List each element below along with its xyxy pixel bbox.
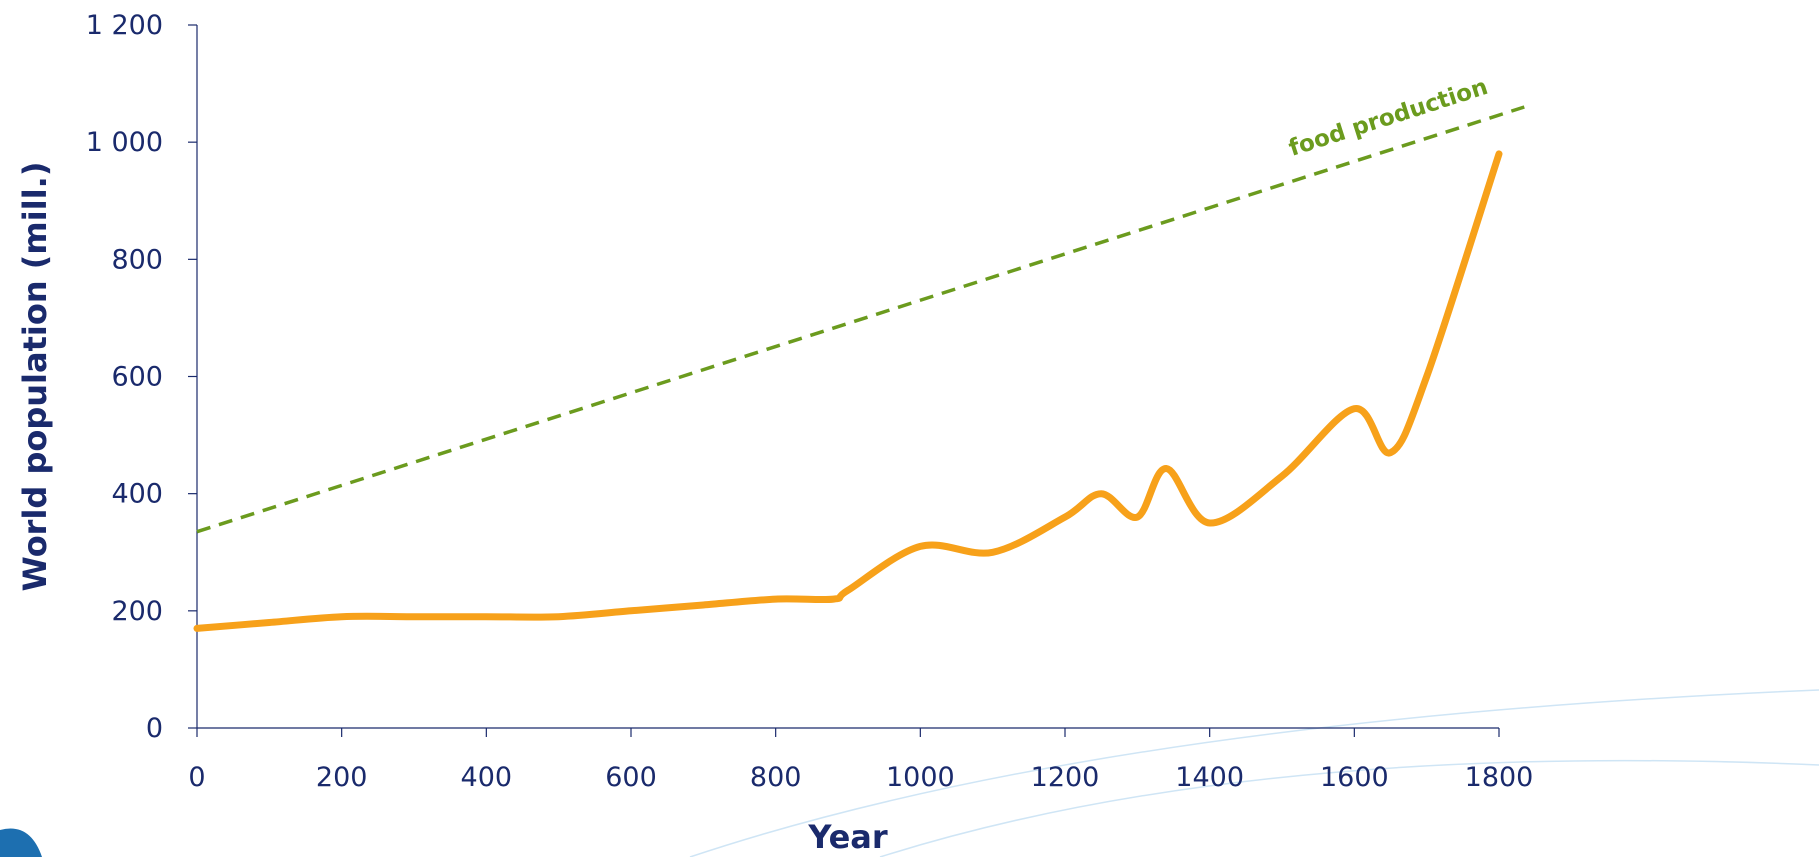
y-tick-label: 800: [111, 244, 163, 275]
decorative-curve: [879, 759, 1819, 858]
x-axis-title: Year: [807, 818, 888, 856]
corner-logo-mark: [0, 828, 42, 857]
y-tick-label: 0: [146, 713, 163, 744]
y-tick-label: 1 000: [86, 127, 163, 158]
background-decoration: [0, 689, 1819, 858]
population-line: [193, 150, 1503, 632]
x-tick-label: 400: [461, 762, 513, 793]
x-tick-label: 200: [316, 762, 368, 793]
y-tick-label: 600: [111, 362, 163, 393]
axes-group: [188, 24, 1500, 737]
x-tick-label: 800: [750, 762, 802, 793]
x-tick-label: 1800: [1465, 762, 1534, 793]
x-tick-label: 1600: [1320, 762, 1389, 793]
food-production-line: [196, 105, 1525, 534]
y-axis-title: World population (mill.): [16, 162, 54, 592]
series-group: [193, 105, 1525, 632]
x-tick-label: 1200: [1031, 762, 1100, 793]
decorative-curve: [689, 689, 1819, 858]
x-tick-label: 1000: [886, 762, 955, 793]
y-tick-label: 200: [111, 596, 163, 627]
y-tick-label: 1 200: [86, 10, 163, 41]
y-tick-label: 400: [111, 479, 163, 510]
x-tick-label: 0: [188, 762, 205, 793]
x-tick-label: 1400: [1175, 762, 1244, 793]
x-tick-label: 600: [605, 762, 657, 793]
